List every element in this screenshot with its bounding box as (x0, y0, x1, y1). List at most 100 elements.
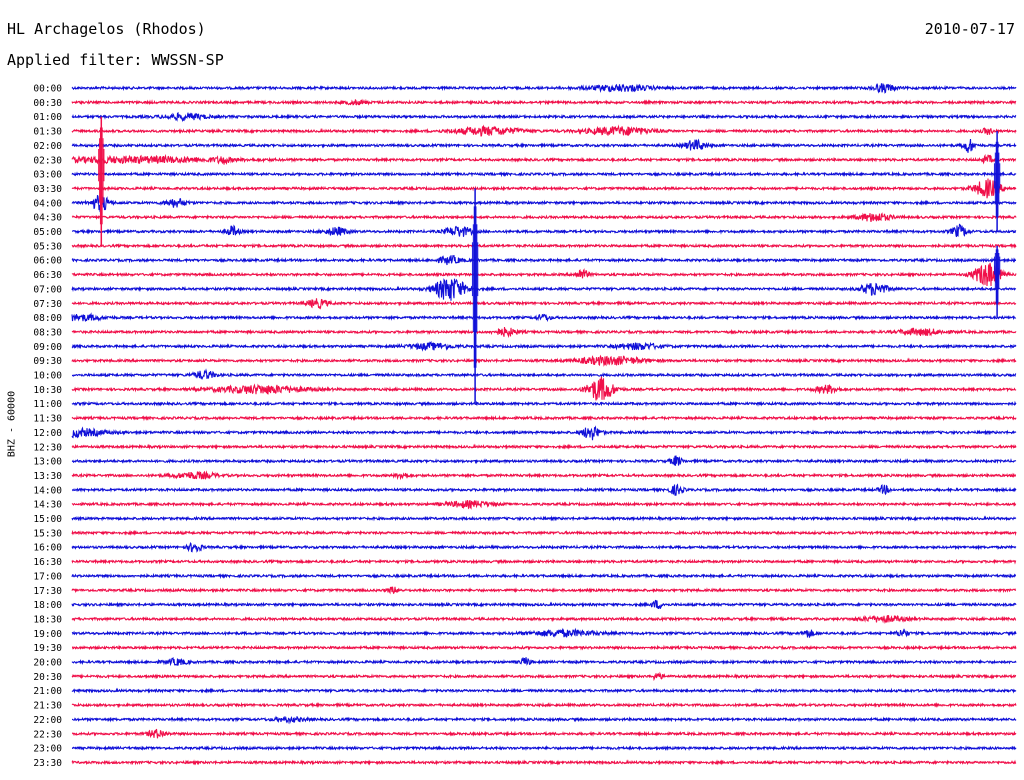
large-event-spike (993, 245, 1001, 318)
row-time-label: 16:00 (33, 543, 62, 554)
trace-row-0700 (71, 278, 1017, 301)
row-time-label: 08:30 (33, 327, 62, 338)
trace-row-2300 (71, 744, 1017, 752)
trace-row-0800 (71, 312, 1017, 323)
trace-row-2000 (71, 657, 1017, 667)
row-time-label: 13:00 (33, 457, 62, 468)
trace-row-0300 (71, 170, 1017, 178)
trace-row-0500 (71, 223, 1017, 238)
trace-row-1900 (71, 627, 1017, 638)
trace-row-1700 (71, 572, 1016, 580)
row-time-label: 09:30 (33, 356, 62, 367)
trace-row-0330 (71, 178, 1017, 199)
row-time-label: 06:00 (33, 256, 62, 267)
filter-label: Applied filter: WWSSN-SP (7, 51, 224, 69)
row-time-label: 03:30 (33, 184, 62, 195)
row-time-label: 10:30 (33, 385, 62, 396)
trace-row-1500 (71, 515, 1017, 522)
row-time-label: 22:00 (33, 715, 62, 726)
trace-row-1530 (71, 529, 1017, 537)
row-time-label: 00:30 (33, 98, 62, 109)
trace-row-1300 (71, 455, 1017, 466)
trace-row-1200 (71, 425, 1017, 441)
row-label-group: 00:00 00:30 01:00 01:30 02:00 02:30 03:00 03:30… (33, 84, 62, 769)
row-time-label: 16:30 (33, 557, 62, 568)
row-time-label: 01:30 (33, 127, 62, 138)
trace-group (71, 82, 1017, 766)
row-time-label: 18:00 (33, 600, 62, 611)
trace-row-1030 (71, 376, 1017, 401)
row-time-label: 22:30 (33, 729, 62, 740)
row-time-label: 15:30 (33, 528, 62, 539)
row-time-label: 05:00 (33, 227, 62, 238)
trace-row-0000 (71, 82, 1017, 94)
trace-row-0830 (71, 327, 1017, 339)
record-date: 2010-07-17 (924, 20, 1015, 38)
trace-row-1730 (71, 586, 1017, 595)
trace-row-0930 (71, 354, 1017, 367)
row-time-label: 07:30 (33, 299, 62, 310)
trace-row-1000 (71, 368, 1017, 380)
row-time-label: 21:00 (33, 686, 62, 697)
trace-row-0430 (71, 212, 1017, 222)
trace-row-0230 (71, 153, 1017, 165)
row-time-label: 00:00 (33, 84, 62, 95)
row-time-label: 05:30 (33, 241, 62, 252)
trace-row-0400 (71, 194, 1017, 213)
row-time-label: 15:00 (33, 514, 62, 525)
row-time-label: 18:30 (33, 614, 62, 625)
trace-row-1130 (71, 414, 1017, 422)
row-time-label: 14:00 (33, 485, 62, 496)
trace-row-2230 (71, 728, 1017, 739)
trace-row-2130 (71, 701, 1017, 709)
row-time-label: 07:00 (33, 284, 62, 295)
trace-row-0600 (71, 254, 1017, 266)
row-time-label: 06:30 (33, 270, 62, 281)
trace-row-2330 (71, 759, 1017, 766)
trace-row-1630 (71, 558, 1017, 565)
row-time-label: 02:00 (33, 141, 62, 152)
row-time-label: 13:30 (33, 471, 62, 482)
row-time-label: 04:30 (33, 213, 62, 224)
trace-row-0130 (71, 124, 1017, 137)
trace-row-1100 (71, 400, 1017, 407)
station-title: HL Archagelos (Rhodos) (7, 20, 206, 38)
trace-row-0530 (71, 242, 1017, 250)
row-time-label: 23:30 (33, 758, 62, 769)
row-time-label: 11:30 (33, 414, 62, 425)
trace-row-1430 (71, 500, 1017, 510)
row-time-label: 03:00 (33, 170, 62, 181)
row-time-label: 12:00 (33, 428, 62, 439)
row-time-label: 19:00 (33, 629, 62, 640)
trace-row-1230 (71, 443, 1017, 451)
trace-row-1330 (71, 470, 1017, 481)
trace-row-0630 (71, 262, 1017, 287)
row-time-label: 11:00 (33, 399, 62, 410)
row-time-label: 20:00 (33, 658, 62, 669)
row-time-label: 10:00 (33, 371, 62, 382)
trace-row-1930 (71, 644, 1017, 651)
row-time-label: 21:30 (33, 701, 62, 712)
trace-row-0030 (71, 98, 1017, 106)
row-time-label: 09:00 (33, 342, 62, 353)
large-event-spike (471, 188, 479, 404)
large-event-spike (993, 131, 1001, 232)
row-time-label: 23:00 (33, 744, 62, 755)
trace-row-1400 (71, 483, 1017, 496)
row-time-label: 17:30 (33, 586, 62, 597)
trace-row-2030 (71, 671, 1017, 682)
row-time-label: 20:30 (33, 672, 62, 683)
row-time-label: 17:00 (33, 571, 62, 582)
large-event-spike (98, 116, 105, 246)
row-time-label: 12:30 (33, 442, 62, 453)
trace-row-1830 (71, 615, 1017, 624)
row-time-label: 19:30 (33, 643, 62, 654)
trace-row-2200 (71, 715, 1017, 725)
row-time-label: 02:30 (33, 155, 62, 166)
trace-row-0100 (71, 111, 1017, 123)
trace-row-1600 (71, 541, 1017, 553)
row-time-label: 08:00 (33, 313, 62, 324)
trace-row-0900 (71, 340, 1017, 352)
row-time-label: 01:00 (33, 112, 62, 123)
